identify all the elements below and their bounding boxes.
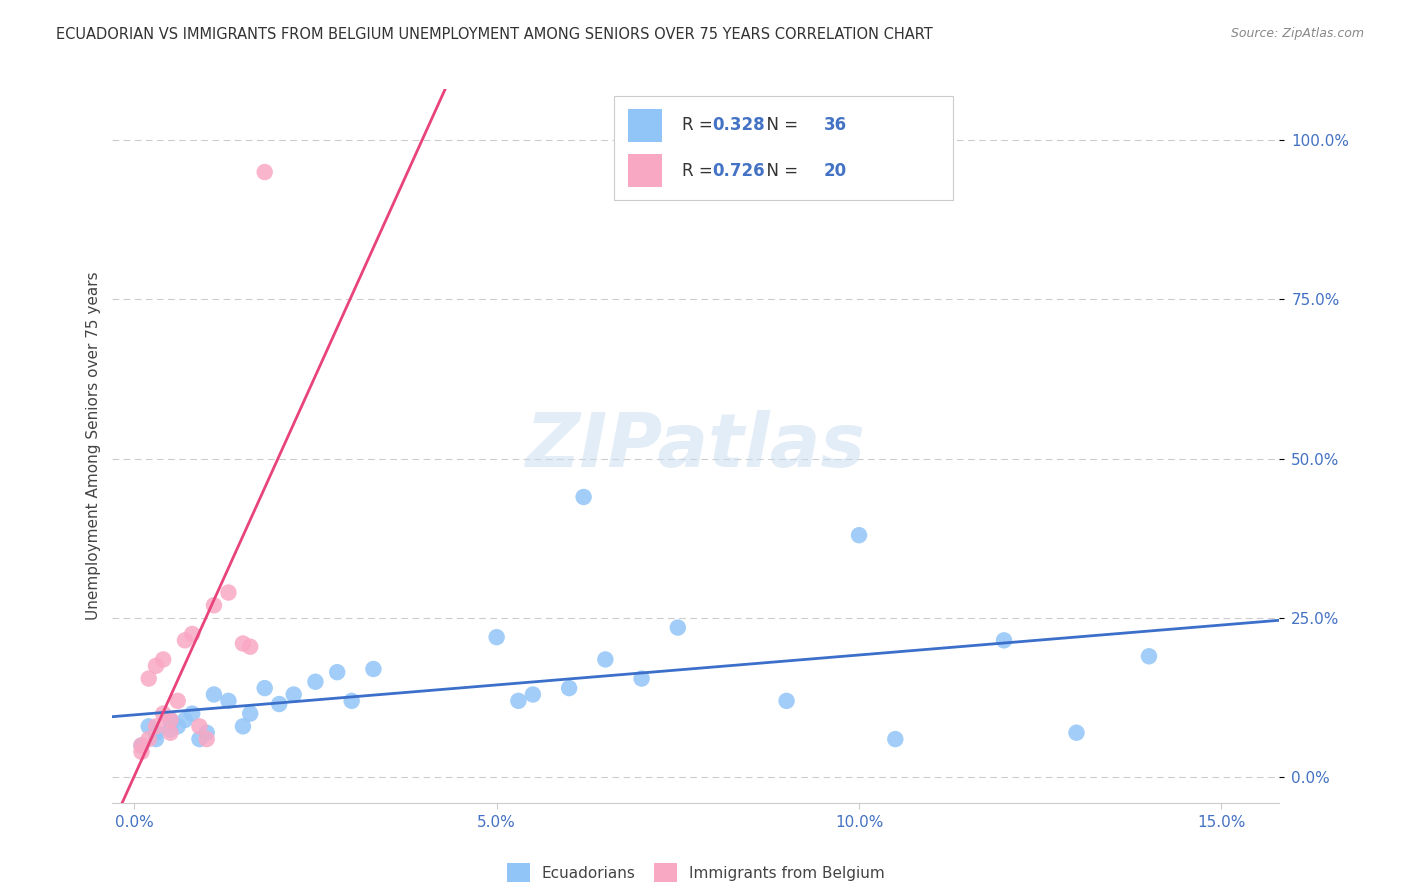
Legend: Ecuadorians, Immigrants from Belgium: Ecuadorians, Immigrants from Belgium: [501, 857, 891, 888]
Text: R =: R =: [682, 116, 718, 135]
Point: [326, 665, 349, 680]
Y-axis label: Unemployment Among Seniors over 75 years: Unemployment Among Seniors over 75 years: [86, 272, 101, 620]
Point: [595, 652, 617, 666]
Point: [145, 732, 167, 747]
Point: [993, 633, 1015, 648]
Point: [131, 745, 153, 759]
Point: [572, 490, 595, 504]
Point: [304, 674, 326, 689]
Point: [508, 694, 530, 708]
Point: [166, 719, 188, 733]
Point: [522, 688, 544, 702]
Point: [1066, 725, 1088, 739]
Point: [166, 694, 188, 708]
Text: R =: R =: [682, 161, 718, 180]
Point: [884, 732, 907, 747]
Point: [775, 694, 797, 708]
Text: Source: ZipAtlas.com: Source: ZipAtlas.com: [1230, 27, 1364, 40]
Point: [152, 652, 174, 666]
Point: [188, 719, 211, 733]
Point: [239, 640, 262, 654]
Point: [181, 706, 204, 721]
Point: [195, 732, 218, 747]
Text: 36: 36: [824, 116, 848, 135]
Point: [145, 658, 167, 673]
Point: [159, 713, 181, 727]
Point: [138, 719, 160, 733]
Point: [202, 599, 225, 613]
Point: [138, 732, 160, 747]
Point: [1137, 649, 1160, 664]
Point: [232, 636, 254, 650]
Point: [269, 697, 291, 711]
Point: [138, 672, 160, 686]
Point: [188, 732, 211, 747]
Point: [181, 627, 204, 641]
Point: [232, 719, 254, 733]
Point: [174, 713, 197, 727]
Point: [131, 739, 153, 753]
Text: ZIPatlas: ZIPatlas: [526, 409, 866, 483]
Text: N =: N =: [756, 116, 804, 135]
Text: N =: N =: [756, 161, 804, 180]
Point: [363, 662, 385, 676]
Text: 0.726: 0.726: [713, 161, 765, 180]
Text: 0.328: 0.328: [713, 116, 765, 135]
Point: [848, 528, 870, 542]
Point: [558, 681, 581, 695]
Point: [340, 694, 363, 708]
Point: [174, 633, 197, 648]
Point: [145, 719, 167, 733]
Point: [159, 725, 181, 739]
Point: [159, 723, 181, 737]
Text: ECUADORIAN VS IMMIGRANTS FROM BELGIUM UNEMPLOYMENT AMONG SENIORS OVER 75 YEARS C: ECUADORIAN VS IMMIGRANTS FROM BELGIUM UN…: [56, 27, 934, 42]
Point: [152, 706, 174, 721]
Point: [630, 672, 652, 686]
Point: [195, 725, 218, 739]
Point: [485, 630, 508, 644]
Point: [283, 688, 305, 702]
Point: [666, 621, 689, 635]
Point: [253, 681, 276, 695]
Text: 20: 20: [824, 161, 848, 180]
Point: [202, 688, 225, 702]
Point: [253, 165, 276, 179]
Point: [159, 713, 181, 727]
Point: [217, 585, 239, 599]
Point: [131, 739, 153, 753]
Point: [239, 706, 262, 721]
Point: [217, 694, 239, 708]
Point: [145, 725, 167, 739]
